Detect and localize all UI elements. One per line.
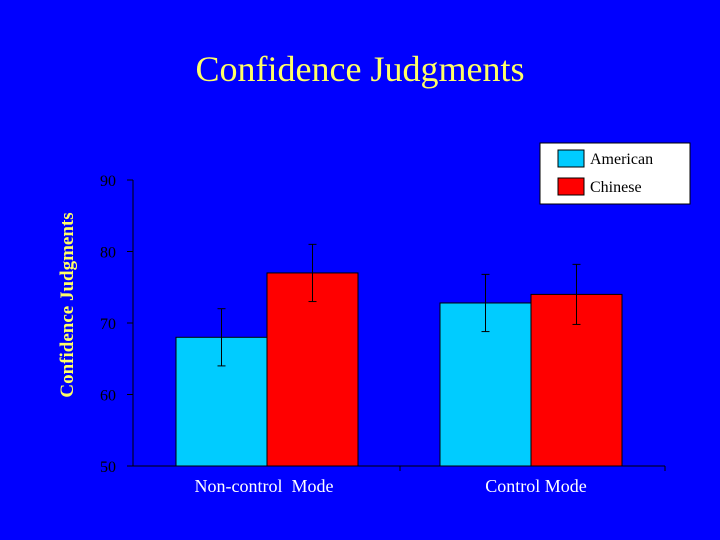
- y-tick-label: 80: [100, 245, 116, 262]
- legend-swatch-chinese: [557, 177, 585, 196]
- legend: American Chinese: [539, 142, 691, 205]
- legend-label-american: American: [590, 151, 653, 168]
- y-tick-label: 90: [100, 173, 116, 190]
- category-label: Non-control Mode: [195, 476, 334, 496]
- category-label: Control Mode: [485, 476, 587, 496]
- y-tick-label: 50: [100, 459, 116, 476]
- chart-title: Confidence Judgments: [195, 49, 525, 89]
- y-tick-label: 60: [100, 388, 116, 405]
- legend-label-chinese: Chinese: [590, 179, 642, 196]
- legend-swatch-american: [557, 149, 585, 168]
- bar-chinese: [266, 272, 359, 467]
- bars: [175, 272, 623, 467]
- y-ticks: 50 60 70 80 90: [100, 173, 133, 476]
- x-categories: Non-control Mode Control Mode: [195, 476, 587, 496]
- y-tick-label: 70: [100, 316, 116, 333]
- error-bars: [217, 243, 581, 367]
